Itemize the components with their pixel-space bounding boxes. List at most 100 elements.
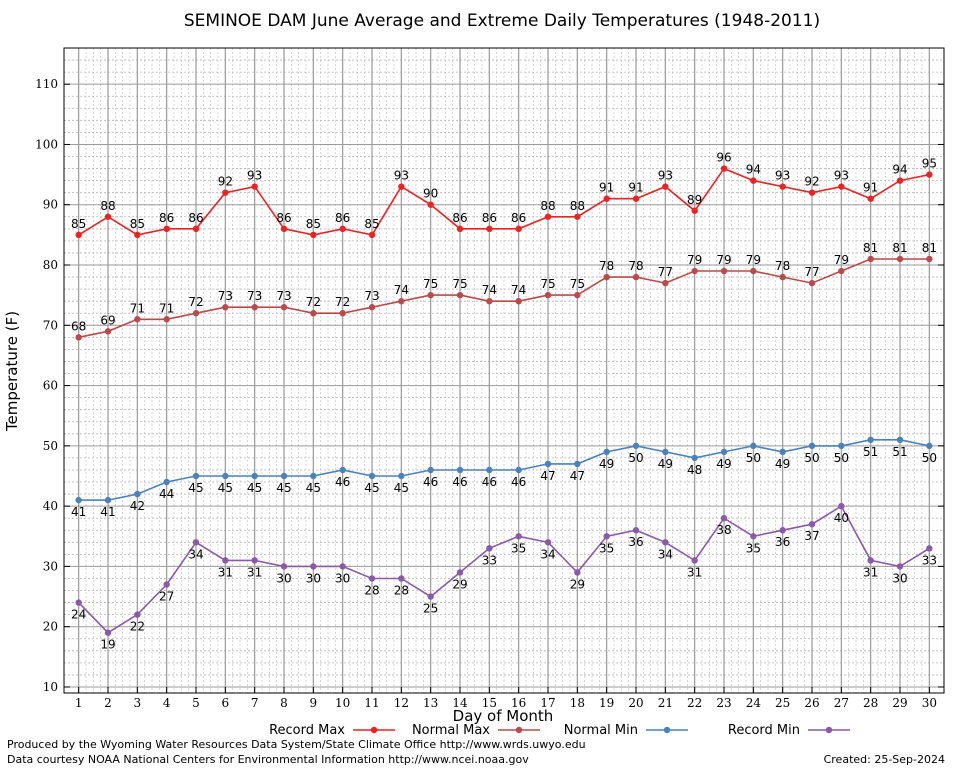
x-tick-label: 20 bbox=[628, 696, 643, 710]
data-label-record-max: 94 bbox=[892, 163, 907, 177]
data-point-normal-min bbox=[808, 442, 816, 450]
data-point-normal-max bbox=[515, 297, 522, 305]
data-point-normal-max bbox=[603, 273, 610, 281]
data-label-record-max: 86 bbox=[276, 211, 291, 225]
data-label-normal-max: 78 bbox=[628, 259, 643, 273]
data-point-record-max bbox=[662, 183, 669, 190]
data-label-normal-max: 77 bbox=[804, 265, 819, 279]
data-label-normal-min: 47 bbox=[540, 469, 555, 483]
data-label-record-max: 93 bbox=[775, 169, 790, 183]
data-point-record-max bbox=[192, 225, 200, 233]
data-label-record-min: 22 bbox=[130, 620, 145, 634]
data-point-record-min bbox=[603, 533, 610, 540]
data-point-record-min bbox=[574, 569, 581, 576]
x-tick-label: 23 bbox=[716, 696, 731, 710]
footer-created-date: Created: 25-Sep-2024 bbox=[823, 753, 945, 766]
data-label-record-min: 31 bbox=[687, 565, 702, 579]
data-label-normal-min: 49 bbox=[775, 457, 790, 471]
x-tick-label: 6 bbox=[222, 696, 230, 710]
data-label-record-min: 25 bbox=[423, 602, 438, 616]
data-point-normal-max bbox=[427, 291, 434, 299]
data-label-record-min: 35 bbox=[599, 541, 614, 555]
data-point-record-max bbox=[280, 225, 288, 233]
data-point-record-min bbox=[691, 557, 698, 564]
data-point-record-min bbox=[163, 581, 170, 588]
data-label-normal-min: 50 bbox=[746, 451, 761, 465]
data-label-normal-max: 73 bbox=[364, 289, 379, 303]
y-tick-label: 10 bbox=[43, 680, 58, 694]
data-point-normal-min bbox=[720, 448, 728, 456]
grid-minor bbox=[64, 47, 944, 693]
data-label-record-max: 90 bbox=[423, 187, 438, 201]
data-label-normal-min: 50 bbox=[804, 451, 819, 465]
data-label-record-max: 86 bbox=[482, 211, 497, 225]
series-line-record-max bbox=[78, 167, 930, 236]
series-line-record-min bbox=[78, 504, 930, 634]
data-label-normal-min: 45 bbox=[276, 481, 291, 495]
data-label-normal-max: 75 bbox=[540, 277, 555, 291]
x-tick-label: 8 bbox=[280, 696, 288, 710]
data-point-normal-max bbox=[280, 304, 288, 311]
data-point-normal-max bbox=[222, 304, 229, 311]
data-label-record-min: 24 bbox=[71, 608, 86, 622]
data-label-normal-max: 81 bbox=[922, 241, 937, 255]
data-point-record-min bbox=[838, 502, 845, 510]
x-tick-label: 29 bbox=[892, 696, 907, 710]
data-label-normal-max: 79 bbox=[834, 253, 849, 267]
data-point-normal-max bbox=[750, 267, 757, 275]
data-label-record-min: 29 bbox=[570, 577, 585, 591]
data-label-normal-max: 78 bbox=[599, 259, 614, 273]
y-tick-label: 80 bbox=[43, 258, 58, 272]
data-point-record-min bbox=[310, 563, 317, 570]
data-label-record-min: 36 bbox=[628, 535, 643, 549]
data-label-normal-max: 75 bbox=[452, 277, 467, 291]
legend-marker-record-max bbox=[370, 726, 378, 734]
data-point-normal-min bbox=[662, 448, 669, 456]
data-label-record-min: 40 bbox=[834, 511, 849, 525]
data-label-normal-min: 49 bbox=[658, 457, 673, 471]
data-label-normal-min: 41 bbox=[71, 505, 86, 519]
data-point-record-min bbox=[515, 533, 522, 540]
data-label-normal-min: 45 bbox=[394, 481, 409, 495]
data-label-normal-max: 74 bbox=[394, 283, 409, 297]
data-point-normal-min bbox=[750, 442, 757, 450]
series-record-min: 24 19 22 27 34 31 31 30 30 30 28 28 25 29 33 35 34 29 35 36… bbox=[71, 502, 937, 652]
data-point-normal-min bbox=[691, 454, 698, 462]
x-tick-label: 2 bbox=[104, 696, 112, 710]
data-point-normal-min bbox=[310, 472, 317, 480]
data-point-record-max bbox=[574, 213, 581, 220]
data-point-record-max bbox=[544, 213, 552, 220]
series-line-normal-max bbox=[78, 258, 930, 339]
data-label-record-max: 91 bbox=[863, 181, 878, 195]
y-tick-label: 60 bbox=[43, 379, 58, 393]
data-label-normal-min: 45 bbox=[306, 481, 321, 495]
data-point-normal-max bbox=[251, 304, 258, 311]
data-label-record-min: 19 bbox=[100, 638, 115, 652]
data-point-record-min bbox=[104, 629, 112, 636]
data-point-record-min bbox=[544, 539, 552, 546]
data-label-record-min: 34 bbox=[540, 547, 555, 561]
data-point-record-min bbox=[75, 599, 82, 606]
data-label-record-min: 30 bbox=[306, 571, 321, 585]
x-tick-label: 1 bbox=[75, 696, 83, 710]
data-label-normal-min: 44 bbox=[159, 487, 174, 501]
data-point-record-min bbox=[427, 593, 434, 600]
data-label-record-max: 85 bbox=[306, 217, 321, 231]
x-axis-ticks: 1 2 3 4 5 6 7 8 9 10 11 12 13 14 15 16 17 18 19 20 21 22 23 24 2… bbox=[75, 687, 937, 710]
data-point-record-max bbox=[251, 183, 258, 190]
data-point-record-max bbox=[779, 183, 786, 190]
data-point-record-min bbox=[779, 527, 786, 534]
legend-label-normal-min: Normal Min bbox=[564, 723, 638, 738]
data-label-record-max: 93 bbox=[834, 169, 849, 183]
data-point-record-max bbox=[339, 225, 346, 233]
data-label-normal-max: 77 bbox=[658, 265, 673, 279]
data-label-record-min: 30 bbox=[276, 571, 291, 585]
data-label-normal-max: 81 bbox=[863, 241, 878, 255]
data-point-record-max bbox=[134, 231, 141, 239]
data-label-normal-max: 73 bbox=[276, 289, 291, 303]
legend-marker-normal-max bbox=[515, 726, 523, 734]
series-layer: 85 88 85 86 86 92 93 86 85 86 85 93 90 86 86 86 88 88 91 91… bbox=[71, 151, 937, 652]
data-point-record-min bbox=[720, 514, 728, 522]
data-label-normal-min: 42 bbox=[130, 499, 145, 513]
